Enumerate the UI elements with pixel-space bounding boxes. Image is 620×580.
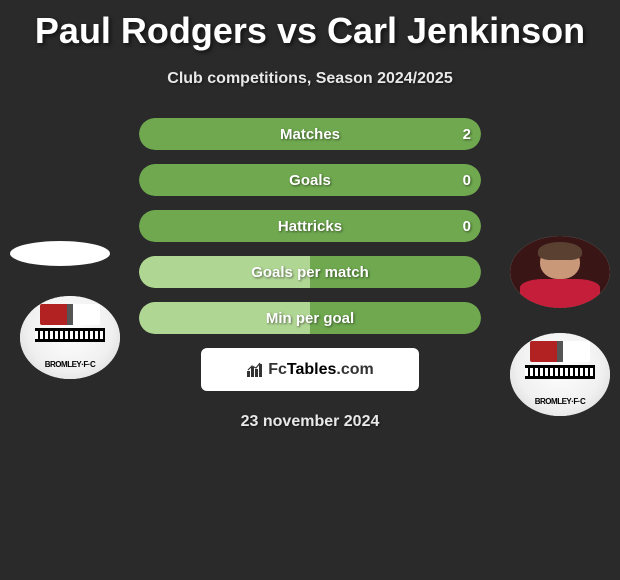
- page-title: Paul Rodgers vs Carl Jenkinson: [0, 0, 620, 52]
- player-photo: [510, 236, 610, 308]
- stat-label: Hattricks: [139, 210, 481, 242]
- chart-icon: [246, 361, 264, 379]
- stat-label: Goals: [139, 164, 481, 196]
- player-right-avatar: [510, 236, 610, 308]
- attribution-box: FcTables.com: [201, 348, 419, 391]
- attribution-prefix: Fc: [268, 361, 287, 378]
- attribution-suffix: .com: [336, 361, 373, 378]
- stat-row: Goals0: [139, 164, 481, 196]
- stat-value-right: 2: [463, 118, 471, 150]
- stat-label: Goals per match: [139, 256, 481, 288]
- stat-label: Min per goal: [139, 302, 481, 334]
- club-badge-text: BROMLEY·F·C: [535, 397, 586, 406]
- stat-row: Matches2: [139, 118, 481, 150]
- player-left-club-badge: BROMLEY·F·C: [20, 296, 120, 379]
- stat-value-right: 0: [463, 164, 471, 196]
- attribution-strong: Tables: [287, 361, 337, 378]
- stat-label: Matches: [139, 118, 481, 150]
- stat-row: Goals per match: [139, 256, 481, 288]
- player-right-club-badge: BROMLEY·F·C: [510, 333, 610, 416]
- stat-row: Hattricks0: [139, 210, 481, 242]
- stats-area: BROMLEY·F·C BROMLEY·F·C Matches2Goals0Ha…: [0, 118, 620, 431]
- stat-value-right: 0: [463, 210, 471, 242]
- subtitle: Club competitions, Season 2024/2025: [0, 70, 620, 88]
- stat-row: Min per goal: [139, 302, 481, 334]
- player-left-avatar: [10, 241, 110, 266]
- club-badge-text: BROMLEY·F·C: [45, 360, 96, 369]
